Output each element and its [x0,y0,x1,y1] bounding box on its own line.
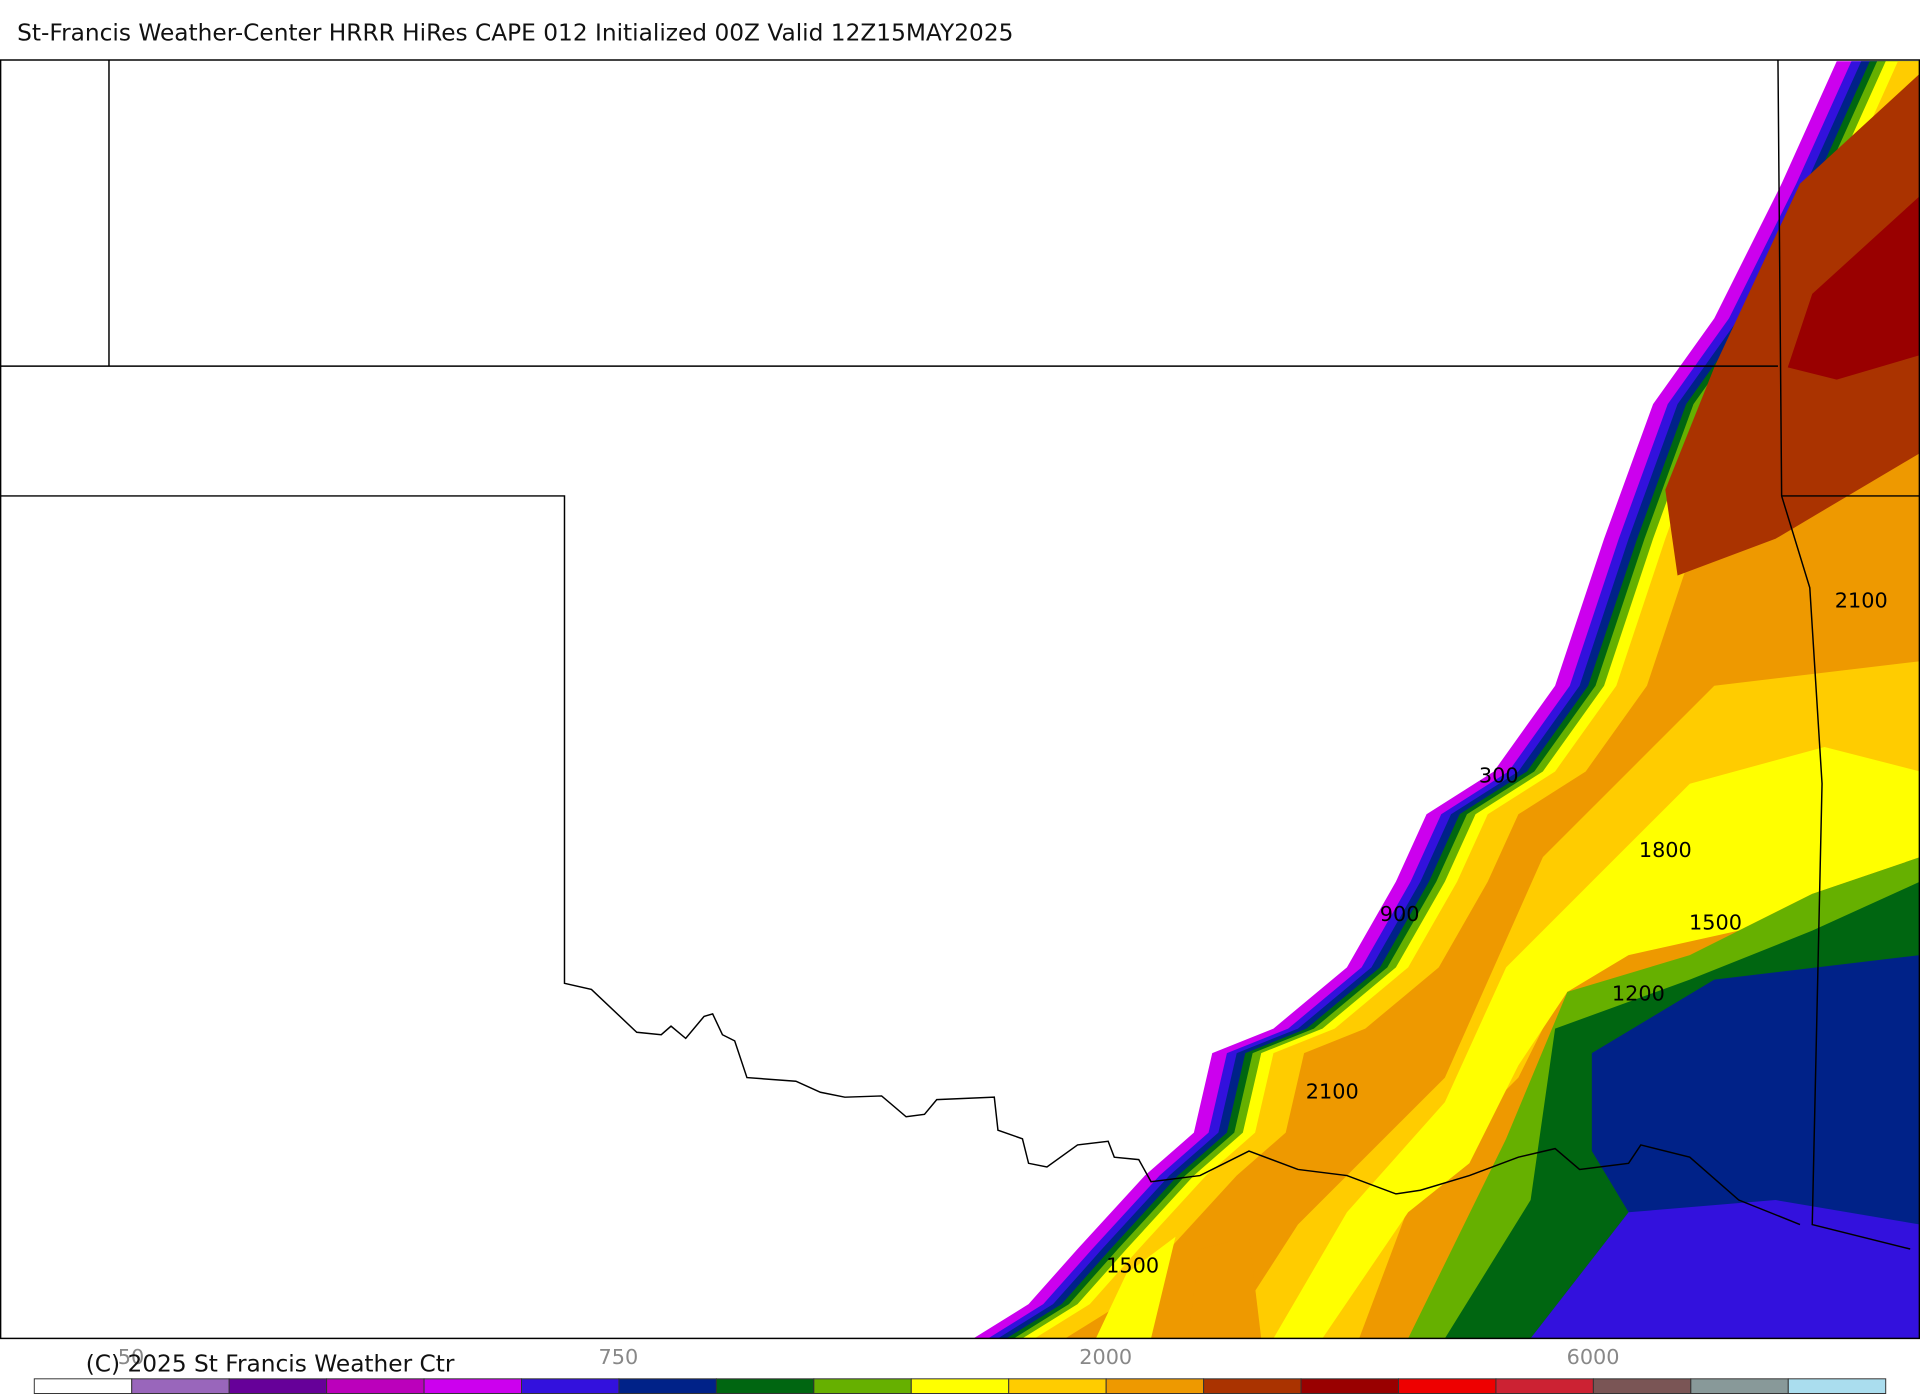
colorbar-swatch [1008,1378,1107,1394]
colorbar-swatch [1300,1378,1399,1394]
colorbar-label: 50 [118,1345,144,1369]
colorbar-swatch [423,1378,522,1394]
colorbar-swatch [1592,1378,1692,1394]
contour-label: 1200 [1612,981,1665,1005]
patch [1187,1236,1262,1339]
colorbar-swatch [326,1378,425,1394]
colorbar-swatch [1690,1378,1789,1394]
patch [1530,1200,1920,1339]
borders [0,59,1920,1340]
colorbar-swatch [1203,1378,1302,1394]
colorbar [33,1378,1887,1394]
contour-label: 1500 [1689,910,1742,934]
colorbar-swatch [131,1378,230,1394]
contour-label: 1500 [1106,1253,1159,1277]
colorbar-swatch [1105,1378,1205,1394]
colorbar-swatch [618,1378,717,1394]
colorbar-label: 2000 [1079,1345,1132,1369]
colorbar-swatch [910,1378,1010,1394]
contour-label: 300 [1479,763,1519,787]
title: St-Francis Weather-Center HRRR HiRes CAP… [17,19,1013,46]
colorbar-swatch [33,1378,133,1394]
contour-label: 2100 [1835,588,1888,612]
colorbar-swatch [715,1378,815,1394]
contour-label: 1800 [1639,838,1692,862]
patch [1273,746,1920,1339]
colorbar-swatch [813,1378,912,1394]
colorbar-swatch [1398,1378,1497,1394]
copyright: (C) 2025 St Francis Weather Ctr [86,1350,455,1377]
colorbar-label: 750 [599,1345,639,1369]
state-border [0,59,1920,1250]
contour-labels: 2100 300 1800 900 1500 1200 2100 1500 [1106,588,1888,1277]
colorbar-swatch [521,1378,620,1394]
colorbar-swatch [228,1378,328,1394]
patch [1095,1236,1176,1339]
contour-label: 2100 [1306,1079,1359,1103]
colorbar-label: 6000 [1567,1345,1620,1369]
frame [0,59,1920,1340]
contour-label: 900 [1380,902,1420,926]
colorbar-swatch [1787,1378,1887,1394]
patch [1665,73,1920,576]
cape-field [973,61,1920,1339]
patch [1787,195,1920,380]
colorbar-swatch [1495,1378,1594,1394]
